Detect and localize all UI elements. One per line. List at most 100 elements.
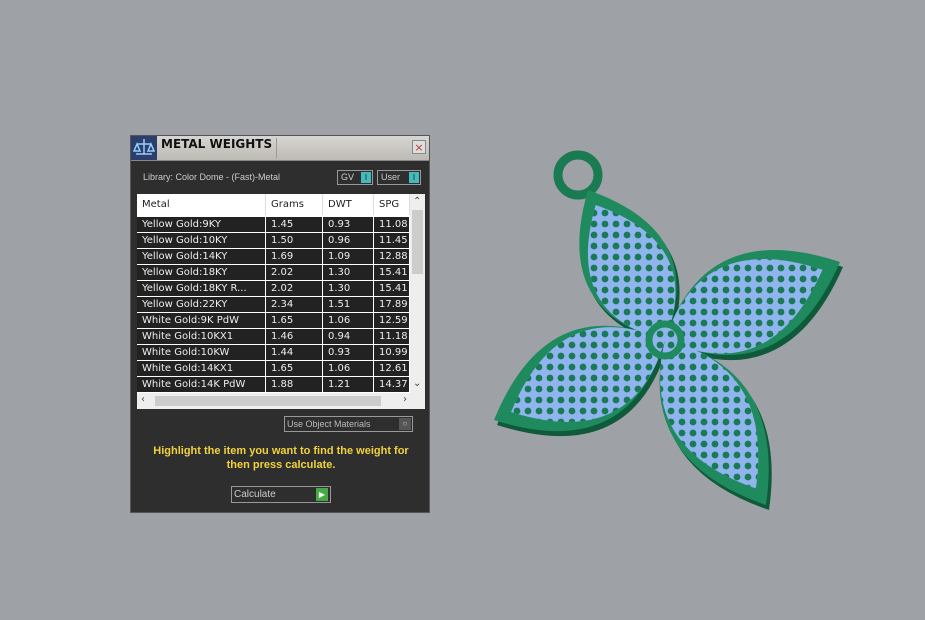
- use-object-materials-toggle[interactable]: Use Object Materials ○: [284, 416, 413, 432]
- stone-prong: [634, 341, 642, 349]
- stone-prong: [722, 385, 730, 393]
- stone-prong: [535, 451, 543, 459]
- column-header-grams[interactable]: Grams: [266, 194, 323, 215]
- stone-prong: [810, 473, 818, 481]
- stone-prong: [579, 297, 587, 305]
- stone-prong: [524, 264, 532, 272]
- stone-prong: [514, 177, 521, 184]
- column-header-metal[interactable]: Metal: [137, 194, 266, 215]
- stone-prong: [788, 374, 796, 382]
- stone-prong: [623, 205, 631, 206]
- stone-prong: [799, 484, 807, 489]
- stone-prong: [821, 374, 823, 382]
- stone-prong: [634, 264, 642, 272]
- pave-stones-area: [511, 205, 823, 489]
- column-header-spg[interactable]: SPG: [374, 194, 410, 215]
- stone-prong: [788, 231, 796, 239]
- stone-prong: [568, 440, 576, 448]
- stone-prong: [612, 286, 620, 294]
- table-row[interactable]: Yellow Gold:14KY 1.69 1.09 12.88: [137, 249, 410, 265]
- table-cell: 1.51: [323, 297, 374, 312]
- stone-prong: [634, 308, 642, 316]
- stone-prong: [623, 484, 631, 489]
- stone-prong: [591, 507, 598, 514]
- stone-prong: [513, 286, 521, 294]
- table-row[interactable]: White Gold:14KX1 1.65 1.06 12.61: [137, 361, 410, 377]
- stone-prong: [524, 473, 532, 481]
- user-toggle[interactable]: User I: [377, 170, 421, 185]
- stone-prong: [678, 484, 686, 489]
- stone-prong: [645, 363, 653, 371]
- table-row[interactable]: White Gold:10KW 1.44 0.93 10.99: [137, 345, 410, 361]
- table-row[interactable]: Yellow Gold:10KY 1.50 0.96 11.45: [137, 233, 410, 249]
- scroll-right-icon[interactable]: ›: [403, 394, 407, 405]
- table-row[interactable]: Yellow Gold:9KY 1.45 0.93 11.08: [137, 217, 410, 233]
- scroll-thumb[interactable]: [155, 396, 381, 406]
- gv-toggle[interactable]: GV I: [337, 170, 373, 185]
- scroll-thumb[interactable]: [412, 210, 423, 274]
- table-cell: 1.06: [323, 313, 374, 328]
- stone-prong: [514, 188, 521, 195]
- stone-prong: [711, 363, 719, 371]
- stone-prong: [822, 177, 829, 184]
- stone-prong: [700, 242, 708, 250]
- stone-prong: [524, 297, 532, 305]
- stone-prong: [525, 507, 532, 514]
- scroll-down-icon[interactable]: ⌄: [413, 378, 422, 389]
- stone-prong: [766, 209, 774, 217]
- stone-prong: [535, 407, 543, 415]
- table-row[interactable]: Yellow Gold:18KY 2.02 1.30 15.41: [137, 265, 410, 281]
- stone-prong: [645, 209, 653, 217]
- table-row[interactable]: White Gold:14K PdW 1.88 1.21 14.37: [137, 377, 410, 393]
- stone-prong: [777, 440, 785, 448]
- stone-prong: [667, 308, 675, 316]
- stone-prong: [722, 205, 730, 206]
- stone-prong: [744, 363, 752, 371]
- stone-prong: [799, 451, 807, 459]
- stone-prong: [810, 242, 818, 250]
- stone-prong: [756, 177, 763, 184]
- stone-prong: [546, 484, 554, 489]
- stone-prong: [513, 209, 521, 217]
- stone-prong: [668, 507, 675, 514]
- table-cell: 1.69: [266, 249, 323, 264]
- table-row[interactable]: White Gold:10KX1 1.46 0.94 11.18: [137, 329, 410, 345]
- stone-prong: [667, 330, 675, 338]
- stone-prong: [623, 341, 631, 349]
- stone-prong: [679, 177, 686, 184]
- scroll-up-icon[interactable]: ⌃: [413, 196, 422, 207]
- stone-prong: [700, 418, 708, 426]
- table-cell: Yellow Gold:9KY: [137, 217, 266, 232]
- stone-prong: [579, 440, 587, 448]
- column-header-dwt[interactable]: DWT: [323, 194, 374, 215]
- stone-prong: [733, 308, 741, 316]
- stone-prong: [503, 243, 510, 250]
- calculate-button[interactable]: Calculate ▶: [231, 486, 331, 503]
- stone-prong: [744, 451, 752, 459]
- stone-prong: [734, 177, 741, 184]
- table-row[interactable]: Yellow Gold:18KY R... 2.02 1.30 15.41: [137, 281, 410, 297]
- stone-prong: [745, 507, 752, 514]
- vertical-scrollbar[interactable]: ⌃ ⌄: [410, 194, 425, 393]
- stone-prong: [822, 496, 829, 503]
- close-button[interactable]: ×: [412, 140, 426, 154]
- stone-prong: [799, 220, 807, 228]
- table-row[interactable]: Yellow Gold:22KY 2.34 1.51 17.89: [137, 297, 410, 313]
- stone-prong: [656, 286, 664, 294]
- title-bar[interactable]: METAL WEIGHTS ×: [131, 136, 429, 161]
- stone-prong: [821, 385, 823, 393]
- stone-prong: [711, 396, 719, 404]
- stone-prong: [579, 473, 587, 481]
- scroll-left-icon[interactable]: ‹: [141, 394, 145, 405]
- user-label: User: [381, 172, 401, 182]
- stone-prong: [524, 407, 532, 415]
- horizontal-scrollbar[interactable]: ‹ ›: [137, 393, 425, 409]
- table-row[interactable]: White Gold:9K PdW 1.65 1.06 12.59: [137, 313, 410, 329]
- stone-prong: [557, 286, 565, 294]
- stone-prong: [535, 275, 543, 283]
- stone-prong: [601, 231, 609, 239]
- stone-prong: [689, 264, 697, 272]
- stone-prong: [667, 484, 675, 489]
- stone-prong: [535, 209, 543, 217]
- stone-prong: [821, 451, 823, 459]
